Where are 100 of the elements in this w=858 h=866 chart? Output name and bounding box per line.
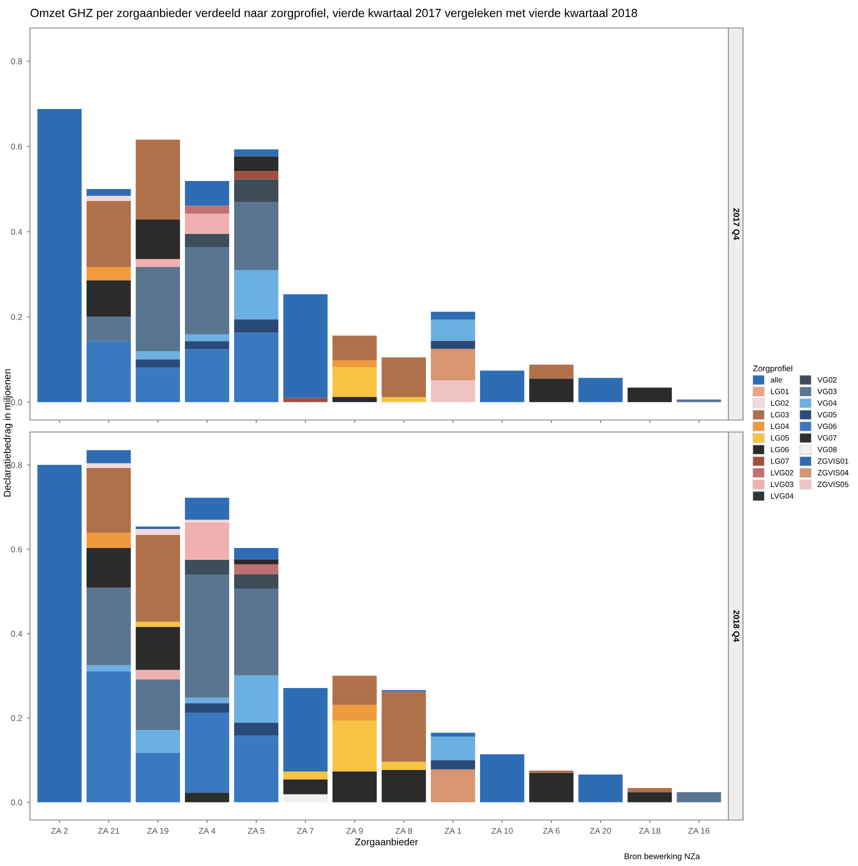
bar (676, 400, 722, 402)
bar (234, 736, 278, 802)
bar (234, 675, 278, 723)
bar (283, 772, 328, 780)
bar (529, 364, 574, 379)
y-tick-label: 0.8 (11, 462, 22, 468)
bar (332, 676, 377, 705)
bar (136, 258, 180, 268)
bar (184, 792, 230, 802)
bar (382, 762, 426, 770)
x-axis-title: Zorgaanbieder (355, 838, 418, 848)
bar (234, 332, 278, 402)
x-tick-label: ZA 2 (51, 828, 68, 834)
x-tick-label: ZA 18 (639, 828, 660, 834)
bar (136, 670, 180, 680)
bar (184, 703, 230, 713)
bar (86, 532, 131, 548)
x-tick-label: ZA 7 (297, 828, 314, 834)
x-tick-label: ZA 19 (147, 828, 168, 834)
bar (184, 349, 230, 402)
bar (136, 752, 180, 802)
bar (136, 219, 180, 259)
bar (430, 319, 476, 341)
bar (136, 680, 180, 730)
bar (430, 348, 476, 380)
bar (86, 189, 131, 196)
bar (529, 772, 574, 802)
y-tick-label: 0.2 (11, 314, 22, 320)
bar (136, 730, 180, 753)
y-tick-label: 0.2 (11, 715, 22, 722)
bar (234, 202, 278, 270)
bar (234, 319, 278, 333)
text: 2018 Q4 (732, 610, 740, 642)
bar (430, 340, 476, 349)
bar (382, 692, 426, 762)
bar (332, 720, 377, 772)
bar (578, 378, 623, 402)
bar (332, 772, 377, 802)
bar (234, 179, 278, 202)
x-tick-label: ZA 21 (98, 828, 120, 834)
bar (86, 267, 131, 280)
bar (136, 622, 180, 627)
text: 2017 Q4 (732, 208, 740, 240)
bar (234, 156, 278, 172)
bar (283, 688, 328, 772)
bar (184, 712, 230, 793)
x-tick-label: ZA 9 (346, 828, 363, 834)
bar (234, 548, 278, 560)
bar (184, 498, 230, 520)
bar (136, 526, 180, 529)
bar (283, 294, 328, 398)
bar (628, 388, 672, 402)
y-tick-label: 0.4 (11, 228, 22, 235)
bar (136, 359, 180, 368)
bar (430, 736, 476, 760)
legend-title: Zorgprofiel (753, 365, 792, 374)
bar (234, 270, 278, 320)
y-tick-label: 0.6 (11, 546, 22, 552)
bar (184, 247, 230, 334)
bar (332, 704, 377, 720)
bar (234, 588, 278, 676)
bar (184, 698, 230, 704)
bar (86, 672, 131, 802)
bar (430, 380, 476, 402)
bar (480, 754, 524, 802)
bar (332, 336, 377, 360)
bar (184, 234, 230, 248)
bar (332, 360, 377, 368)
bar (234, 722, 278, 736)
bar (86, 450, 131, 464)
x-tick-label: ZA 5 (248, 828, 264, 834)
bar (578, 774, 623, 802)
bar (86, 548, 131, 588)
bar (86, 588, 131, 666)
bar (136, 529, 180, 535)
y-tick-label: 0.6 (11, 144, 22, 150)
bar (628, 788, 672, 792)
x-tick-label: ZA 4 (198, 828, 216, 834)
bar (332, 367, 377, 397)
bar (234, 574, 278, 589)
x-tick-label: ZA 8 (395, 828, 412, 834)
bar (234, 559, 278, 564)
y-tick-label: 0.0 (11, 399, 22, 406)
bar (184, 214, 230, 234)
bar (184, 341, 230, 350)
bar (37, 464, 82, 802)
bar (136, 351, 180, 360)
bar (86, 196, 131, 201)
bar (184, 522, 230, 560)
bar (332, 396, 377, 402)
bar (86, 200, 131, 268)
y-tick-label: 0.0 (11, 799, 22, 806)
bar (529, 378, 574, 402)
bar (184, 574, 230, 698)
bar (234, 171, 278, 180)
x-tick-label: ZA 16 (688, 828, 710, 834)
bar (184, 180, 230, 206)
bar (430, 769, 476, 802)
bar (136, 140, 180, 220)
bar (86, 463, 131, 468)
